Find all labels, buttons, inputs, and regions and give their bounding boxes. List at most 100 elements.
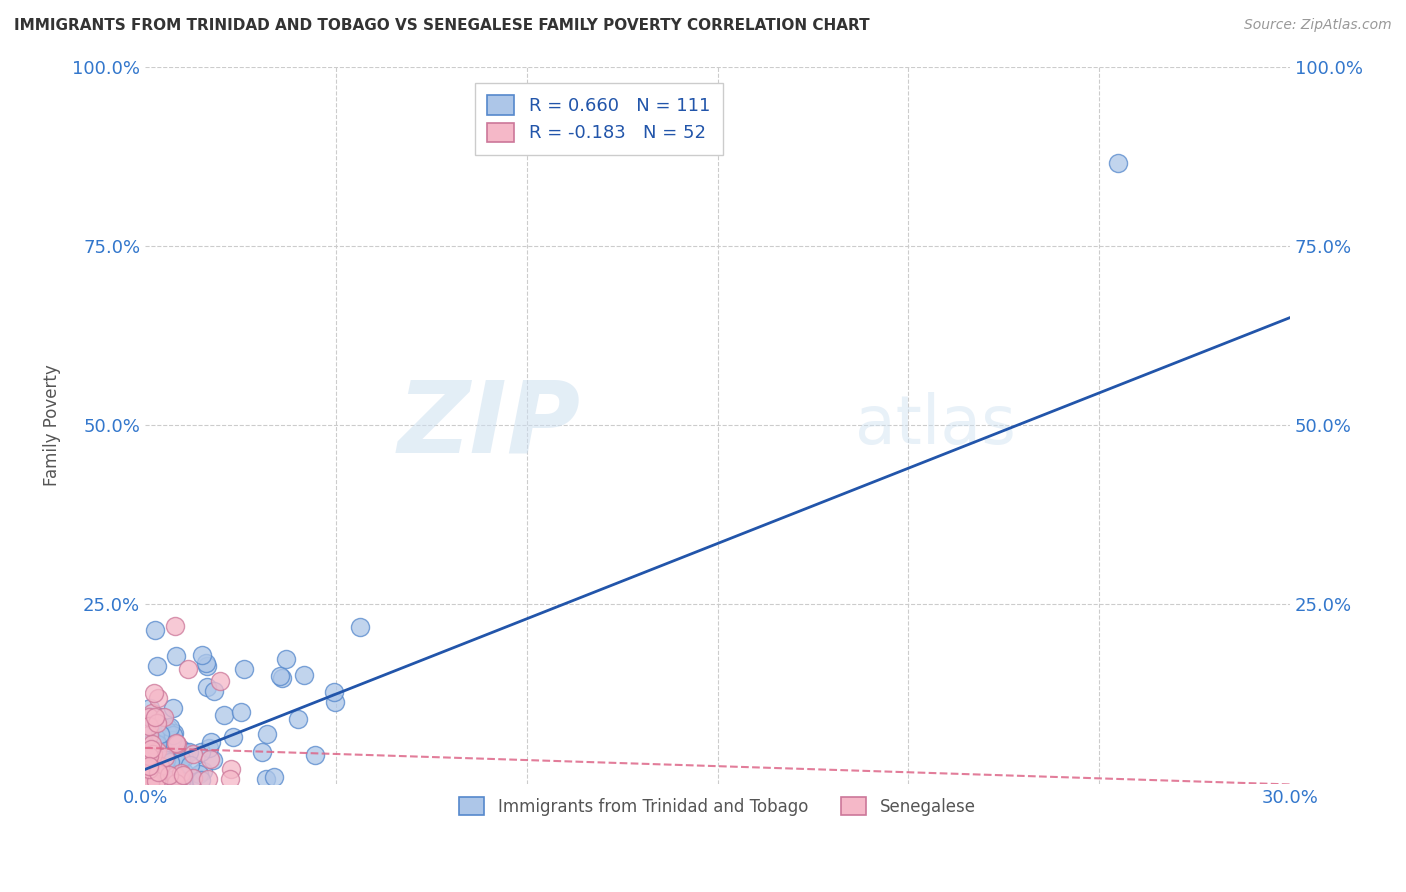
Point <box>148 752 170 766</box>
Point <box>163 767 186 781</box>
Point <box>166 737 188 751</box>
Point <box>139 772 162 787</box>
Point <box>276 652 298 666</box>
Point <box>150 768 173 782</box>
Point <box>172 768 194 782</box>
Point <box>152 773 174 788</box>
Point <box>150 738 173 752</box>
Point <box>163 754 186 768</box>
Point <box>149 764 172 779</box>
Point <box>163 739 186 753</box>
Point <box>152 770 174 784</box>
Point <box>181 747 204 762</box>
Point <box>322 684 344 698</box>
Point <box>167 772 190 786</box>
Point <box>138 762 160 776</box>
Point <box>149 765 172 780</box>
Point <box>146 759 169 773</box>
Point <box>229 705 252 719</box>
Point <box>146 691 169 706</box>
Text: Source: ZipAtlas.com: Source: ZipAtlas.com <box>1244 18 1392 32</box>
Point <box>138 749 160 764</box>
Point <box>143 709 166 723</box>
Point <box>177 662 200 676</box>
Point <box>138 763 160 777</box>
Point <box>142 756 165 770</box>
Point <box>138 719 160 733</box>
Point <box>143 686 166 700</box>
Point <box>200 735 222 749</box>
Point <box>157 768 180 782</box>
Point <box>222 730 245 744</box>
Point <box>146 768 169 782</box>
Point <box>153 749 176 764</box>
Point <box>271 671 294 685</box>
Point <box>181 771 204 785</box>
Point <box>139 775 162 789</box>
Point <box>138 772 160 786</box>
Point <box>138 772 160 787</box>
Point <box>146 744 169 758</box>
Point <box>145 623 167 637</box>
Point <box>145 776 167 790</box>
Point <box>153 710 176 724</box>
Legend: Immigrants from Trinidad and Tobago, Senegalese: Immigrants from Trinidad and Tobago, Sen… <box>450 788 986 826</box>
Point <box>190 745 212 759</box>
Point <box>349 619 371 633</box>
Point <box>138 710 160 724</box>
Point <box>169 766 191 780</box>
Point <box>141 723 163 737</box>
Point <box>138 760 160 774</box>
Point <box>145 773 167 788</box>
Point <box>162 728 184 742</box>
Point <box>163 726 186 740</box>
Point <box>138 773 160 788</box>
Point <box>145 737 167 751</box>
Point <box>232 662 254 676</box>
Point <box>323 695 346 709</box>
Point <box>138 773 160 788</box>
Point <box>153 769 176 783</box>
Point <box>256 726 278 740</box>
Point <box>141 742 163 756</box>
Point <box>139 737 162 751</box>
Point <box>149 758 172 772</box>
Point <box>149 727 172 741</box>
Point <box>150 719 173 733</box>
Point <box>150 743 173 757</box>
Point <box>148 776 170 790</box>
Point <box>170 774 193 789</box>
Point <box>149 761 172 775</box>
Point <box>1107 156 1129 170</box>
Point <box>163 769 186 783</box>
Point <box>219 772 242 786</box>
Point <box>145 762 167 776</box>
Point <box>195 659 218 673</box>
Point <box>173 772 195 786</box>
Point <box>142 747 165 762</box>
Point <box>165 753 187 767</box>
Point <box>139 752 162 766</box>
Point <box>155 753 177 767</box>
Point <box>197 772 219 787</box>
Point <box>304 747 326 762</box>
Point <box>141 737 163 751</box>
Point <box>165 648 187 663</box>
Point <box>159 756 181 770</box>
Point <box>156 724 179 739</box>
Point <box>150 710 173 724</box>
Point <box>141 744 163 758</box>
Point <box>159 764 181 779</box>
Point <box>160 760 183 774</box>
Point <box>155 762 177 776</box>
Point <box>143 773 166 788</box>
Point <box>138 709 160 723</box>
Point <box>150 766 173 780</box>
Point <box>146 756 169 770</box>
Point <box>165 735 187 749</box>
Point <box>138 776 160 790</box>
Point <box>252 745 274 759</box>
Point <box>139 741 162 756</box>
Point <box>138 776 160 790</box>
Point <box>145 776 167 790</box>
